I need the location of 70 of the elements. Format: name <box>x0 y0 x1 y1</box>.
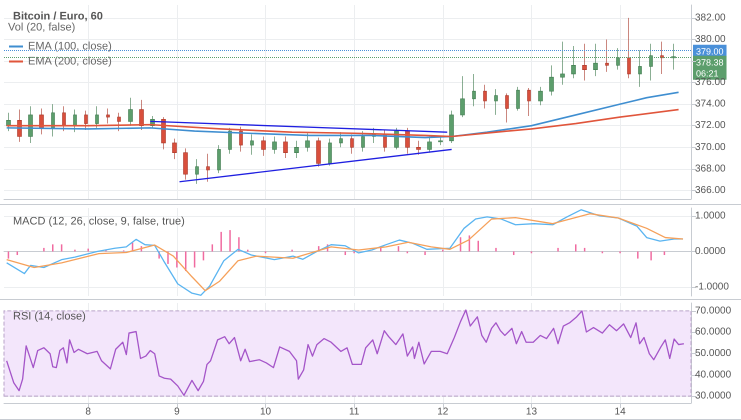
y-tick-label: -1.0000 <box>695 282 730 293</box>
y-tick-label: 40.0000 <box>695 369 732 380</box>
y-tick-label: 366.00 <box>695 184 726 196</box>
y-tick-label: 370.00 <box>695 142 726 153</box>
candlestick <box>483 84 487 109</box>
ref-line-label: 379.00 <box>696 46 724 56</box>
candlestick <box>427 136 432 153</box>
candlestick <box>339 132 343 148</box>
y-tick-label: 30.0000 <box>695 390 732 402</box>
candlestick <box>438 137 443 146</box>
x-tick-label: 12 <box>437 406 449 418</box>
y-tick-label: 1.0000 <box>695 210 726 222</box>
candlestick <box>627 18 631 79</box>
candlestick <box>294 140 299 158</box>
candlestick <box>272 136 277 154</box>
y-tick-label: 0.0000 <box>695 246 726 257</box>
x-tick-label: 13 <box>526 406 538 418</box>
candlestick <box>328 138 332 166</box>
candlestick <box>460 76 465 118</box>
candlestick <box>416 140 421 156</box>
y-tick-label: 50.0000 <box>695 348 732 360</box>
candlestick <box>117 112 121 132</box>
candlestick <box>605 39 609 72</box>
candlestick <box>361 130 365 152</box>
y-tick-label: 382.00 <box>695 12 726 24</box>
candlestick <box>549 65 554 96</box>
candlestick <box>228 128 232 154</box>
candlestick <box>261 136 266 156</box>
y-tick-label: 374.00 <box>695 98 726 110</box>
text: RSI (14, close) <box>13 310 86 322</box>
candlestick <box>660 41 664 74</box>
annotation: Vol (20, false) <box>8 22 76 34</box>
y-tick-label: 376.00 <box>695 77 726 88</box>
candlestick <box>217 144 221 174</box>
candlestick <box>582 44 587 81</box>
candlestick <box>250 134 254 156</box>
ref-line-label: 378.38 06:21 <box>696 57 724 78</box>
line-series <box>6 92 680 138</box>
text: MACD (12, 26, close, 9, false, true) <box>13 216 185 228</box>
candlestick <box>95 106 99 128</box>
x-tick-label: 8 <box>85 406 92 418</box>
candlestick <box>183 148 188 180</box>
x-tick-label: 10 <box>260 406 272 418</box>
x-tick-label: 14 <box>614 406 626 418</box>
candlestick <box>538 86 543 106</box>
candlestick <box>505 93 509 123</box>
candlestick <box>350 134 354 154</box>
candlestick <box>206 153 210 182</box>
text: Bitcoin / Euro, 60 <box>13 10 103 22</box>
candlestick <box>73 109 77 132</box>
candlestick <box>316 137 321 167</box>
y-tick-label: 368.00 <box>695 163 726 174</box>
y-tick-label: 60.0000 <box>695 326 732 338</box>
y-tick-label: 70.0000 <box>695 305 732 316</box>
candlestick <box>449 110 454 144</box>
candlestick <box>516 86 520 111</box>
x-tick-label: 9 <box>174 406 180 418</box>
candlestick <box>472 74 476 107</box>
candlestick <box>128 97 133 126</box>
candlestick <box>283 136 288 158</box>
candlestick <box>172 138 177 160</box>
candlestick <box>305 132 310 152</box>
y-tick-label: 372.00 <box>695 120 726 132</box>
candlestick <box>494 88 498 116</box>
candlestick <box>6 112 11 132</box>
candlestick <box>527 88 531 116</box>
x-tick-label: 11 <box>348 406 360 418</box>
legend-label: EMA (100, close) <box>28 40 112 52</box>
candlestick <box>195 158 199 184</box>
y-tick-label: 380.00 <box>695 34 726 45</box>
